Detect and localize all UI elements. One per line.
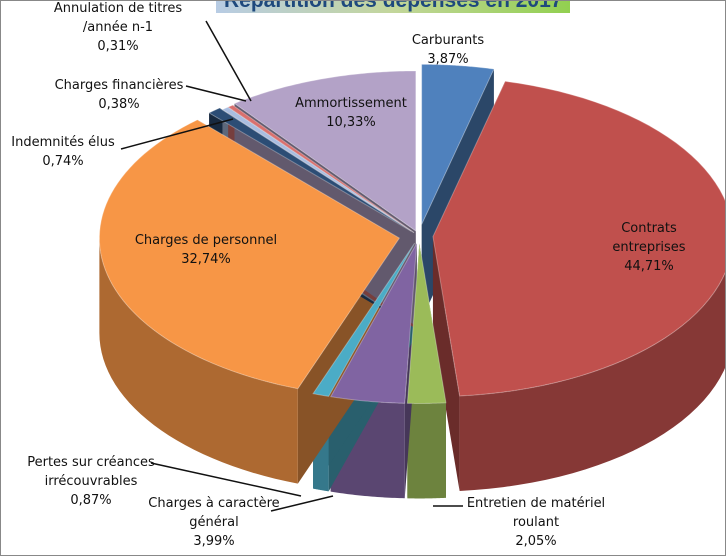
label-value: 0,74% — [42, 154, 84, 169]
leader-line — [150, 462, 302, 497]
label-name: Pertes sur créances irrécouvrables — [27, 455, 155, 489]
slice — [432, 80, 725, 397]
slice — [208, 107, 412, 232]
chart-title: Répartition des dépenses en 2017 — [216, 1, 571, 13]
data-label: Entretien de matériel roulant 2,05% — [467, 494, 605, 551]
slice — [329, 243, 418, 404]
label-name: Contrats entreprises — [612, 221, 686, 255]
slice — [406, 243, 447, 404]
data-label: Pertes sur créances irrécouvrables 0,87% — [27, 453, 155, 510]
label-value: 0,31% — [97, 39, 139, 54]
tops — [98, 63, 725, 404]
data-label: Contrats entreprises 44,71% — [611, 219, 687, 276]
slice — [312, 242, 416, 397]
leader-line — [120, 118, 234, 150]
leaders — [120, 20, 463, 512]
slice — [227, 104, 415, 234]
label-name: Annulation de titres /année n-1 — [53, 1, 183, 35]
data-label: Charges financières 0,38% — [55, 76, 184, 114]
leader-line — [205, 20, 252, 102]
label-name: Carburants — [411, 33, 485, 48]
label-value: 3,87% — [427, 52, 469, 67]
label-value: 2,05% — [515, 534, 557, 549]
label-name: Charges financières — [54, 78, 184, 93]
leader-line — [185, 85, 247, 102]
data-label: Annulation de titres /année n-1 0,31% — [53, 1, 183, 56]
slice — [98, 119, 401, 390]
label-value: 0,38% — [98, 97, 140, 112]
data-label: Charges à caractère général 3,99% — [148, 494, 279, 551]
label-value: 32,74% — [181, 252, 231, 267]
slice — [233, 70, 417, 232]
label-value: 0,87% — [70, 493, 112, 508]
label-value: 10,33% — [326, 115, 376, 130]
data-label: Charges de personnel 32,74% — [135, 231, 277, 269]
label-value: 44,71% — [624, 259, 674, 274]
label-name: Indemnités élus — [11, 135, 115, 150]
slice-side — [99, 238, 298, 484]
leader-line — [270, 495, 334, 512]
label-name: Charges à caractère général — [148, 496, 280, 530]
label-name: Charges de personnel — [134, 233, 278, 248]
slice — [421, 63, 495, 225]
label-name: Entretien de matériel roulant — [466, 496, 606, 530]
slice-side — [459, 272, 725, 491]
label-value: 3,99% — [193, 534, 235, 549]
label-name: Ammortissement — [295, 96, 407, 111]
slice-radial-face — [432, 236, 460, 491]
data-label: Indemnités élus 0,74% — [11, 133, 114, 171]
data-label: Carburants 3,87% — [412, 31, 484, 69]
data-label: Ammortissement 10,33% — [295, 94, 407, 132]
slice — [221, 106, 415, 234]
slice-side — [407, 402, 446, 499]
